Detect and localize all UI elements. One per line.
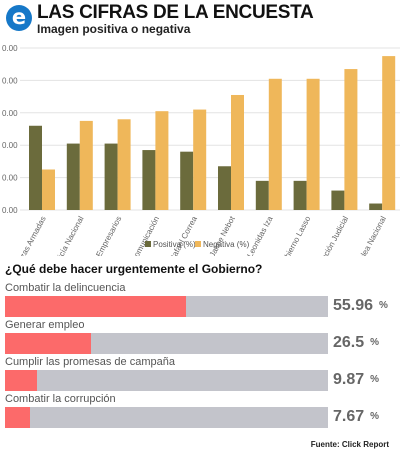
legend-label: Positiva (%) xyxy=(153,240,196,249)
x-category-label: Asamblea Nacional xyxy=(348,215,388,256)
y-tick-label: 0.00 xyxy=(2,206,18,215)
priority-row: Combatir la delincuencia 55.96% xyxy=(0,282,400,319)
x-category-label: Función Judicial xyxy=(315,215,350,256)
bar-positive xyxy=(218,166,231,210)
bar-positive xyxy=(293,180,307,210)
percent-unit: % xyxy=(370,411,380,423)
y-tick-label: 0.00 xyxy=(2,44,18,53)
x-category-label: Policía Nacional xyxy=(51,215,86,256)
x-category-label: Gobierno Lasso xyxy=(278,214,313,256)
priority-bar-track xyxy=(5,296,328,317)
bar-positive xyxy=(66,143,80,210)
x-category-label: Jaime Nebot xyxy=(208,214,237,256)
priority-label: Generar empleo xyxy=(5,319,85,331)
priority-value: 9.87% xyxy=(333,371,379,389)
priority-value: 7.67% xyxy=(333,408,379,426)
bar-negative xyxy=(344,69,358,210)
priority-value-number: 7.67 xyxy=(333,408,365,425)
x-category-label: Comunicación xyxy=(129,215,161,256)
bar-negative xyxy=(155,111,169,210)
priority-bar xyxy=(5,333,91,354)
bar-negative xyxy=(193,109,207,210)
priority-bar-track xyxy=(5,407,328,428)
bar-negative xyxy=(382,56,396,210)
legend-swatch xyxy=(145,241,151,247)
priority-value: 55.96% xyxy=(333,297,388,315)
y-tick-label: 0.00 xyxy=(2,174,18,183)
page-subtitle: Imagen positiva o negativa xyxy=(37,22,191,36)
x-category-label: Empresarios xyxy=(94,215,123,256)
source-note: Fuente: Click Report xyxy=(310,440,389,449)
priority-label: Combatir la delincuencia xyxy=(5,282,126,294)
y-tick-label: 0.00 xyxy=(2,76,18,85)
priority-value-number: 9.87 xyxy=(333,371,365,388)
priority-value-number: 55.96 xyxy=(333,297,374,314)
bar-positive xyxy=(142,150,156,210)
priority-row: Combatir la corrupción 7.67% xyxy=(0,393,400,430)
priority-bar-track xyxy=(5,333,328,354)
y-tick-label: 0.00 xyxy=(2,109,18,118)
priority-bar xyxy=(5,296,186,317)
bar-negative xyxy=(79,120,93,210)
x-category-label: Leonidas Iza xyxy=(245,214,275,256)
percent-unit: % xyxy=(379,300,388,312)
priority-label: Cumplir las promesas de campaña xyxy=(5,356,175,368)
priority-value: 26.5% xyxy=(333,334,379,352)
percent-unit: % xyxy=(370,337,380,349)
priority-bar xyxy=(5,407,30,428)
priority-bar xyxy=(5,370,37,391)
bar-negative xyxy=(117,119,131,210)
percent-unit: % xyxy=(370,374,380,386)
section-title: ¿Qué debe hacer urgentemente el Gobierno… xyxy=(5,262,263,276)
bar-negative xyxy=(268,78,282,210)
y-tick-label: 0.00 xyxy=(2,141,18,150)
bar-negative xyxy=(306,78,320,210)
x-category-label: Fuerzas Armadas xyxy=(10,215,47,256)
priority-row: Generar empleo 26.5% xyxy=(0,319,400,356)
bar-negative xyxy=(231,94,244,210)
bar-positive xyxy=(29,125,42,210)
bar-positive xyxy=(331,190,345,210)
bar-positive xyxy=(180,151,194,210)
priority-bar-track xyxy=(5,370,328,391)
header: e LAS CIFRAS DE LA ENCUESTA Imagen posit… xyxy=(0,0,400,40)
x-category-label: Rafael Correa xyxy=(168,214,200,256)
bar-positive xyxy=(255,180,269,210)
priority-label: Combatir la corrupción xyxy=(5,393,116,405)
bar-negative xyxy=(42,169,55,210)
priority-row: Cumplir las promesas de campaña 9.87% xyxy=(0,356,400,393)
brand-logo-icon: e xyxy=(6,5,32,31)
priority-value-number: 26.5 xyxy=(333,334,365,351)
legend-label: Negativa (%) xyxy=(203,240,250,249)
page-title: LAS CIFRAS DE LA ENCUESTA xyxy=(37,2,314,23)
bar-positive xyxy=(369,203,383,210)
legend-swatch xyxy=(195,241,201,247)
bar-positive xyxy=(104,143,118,210)
